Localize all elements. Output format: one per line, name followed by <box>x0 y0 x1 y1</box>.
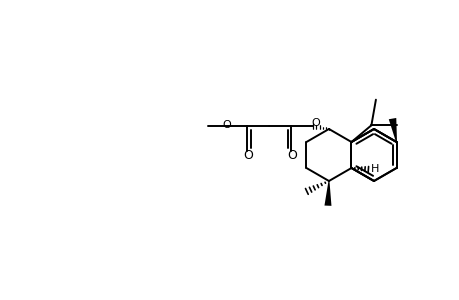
Polygon shape <box>324 181 331 206</box>
Text: H: H <box>370 164 379 174</box>
Text: O: O <box>243 148 252 162</box>
Polygon shape <box>388 118 396 142</box>
Text: O: O <box>310 118 319 128</box>
Text: O: O <box>222 120 230 130</box>
Text: O: O <box>287 148 297 162</box>
